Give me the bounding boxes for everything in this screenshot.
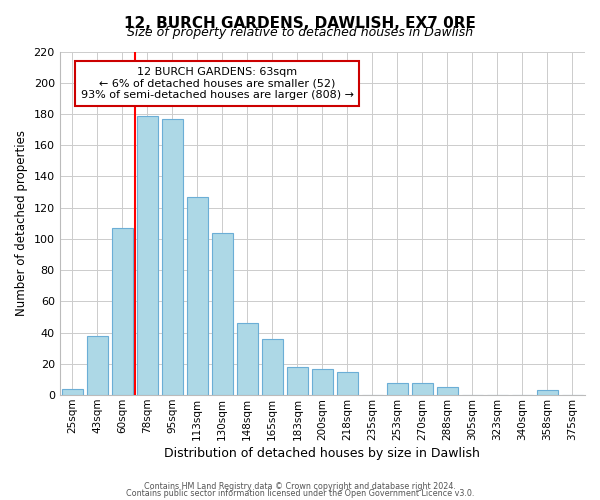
Bar <box>262 339 283 395</box>
Y-axis label: Number of detached properties: Number of detached properties <box>15 130 28 316</box>
Bar <box>387 382 408 395</box>
Bar <box>287 367 308 395</box>
Text: 12 BURCH GARDENS: 63sqm
← 6% of detached houses are smaller (52)
93% of semi-det: 12 BURCH GARDENS: 63sqm ← 6% of detached… <box>81 67 354 100</box>
Bar <box>112 228 133 395</box>
Bar <box>86 336 108 395</box>
Bar <box>312 368 333 395</box>
Bar <box>62 389 83 395</box>
Bar <box>537 390 558 395</box>
Bar <box>437 388 458 395</box>
Bar <box>337 372 358 395</box>
Text: Size of property relative to detached houses in Dawlish: Size of property relative to detached ho… <box>127 26 473 39</box>
Text: Contains HM Land Registry data © Crown copyright and database right 2024.: Contains HM Land Registry data © Crown c… <box>144 482 456 491</box>
Text: 12, BURCH GARDENS, DAWLISH, EX7 0RE: 12, BURCH GARDENS, DAWLISH, EX7 0RE <box>124 16 476 31</box>
Bar <box>187 197 208 395</box>
Bar <box>161 118 183 395</box>
Text: Contains public sector information licensed under the Open Government Licence v3: Contains public sector information licen… <box>126 489 474 498</box>
Bar <box>212 232 233 395</box>
Bar <box>236 324 258 395</box>
Bar <box>137 116 158 395</box>
X-axis label: Distribution of detached houses by size in Dawlish: Distribution of detached houses by size … <box>164 447 480 460</box>
Bar <box>412 382 433 395</box>
